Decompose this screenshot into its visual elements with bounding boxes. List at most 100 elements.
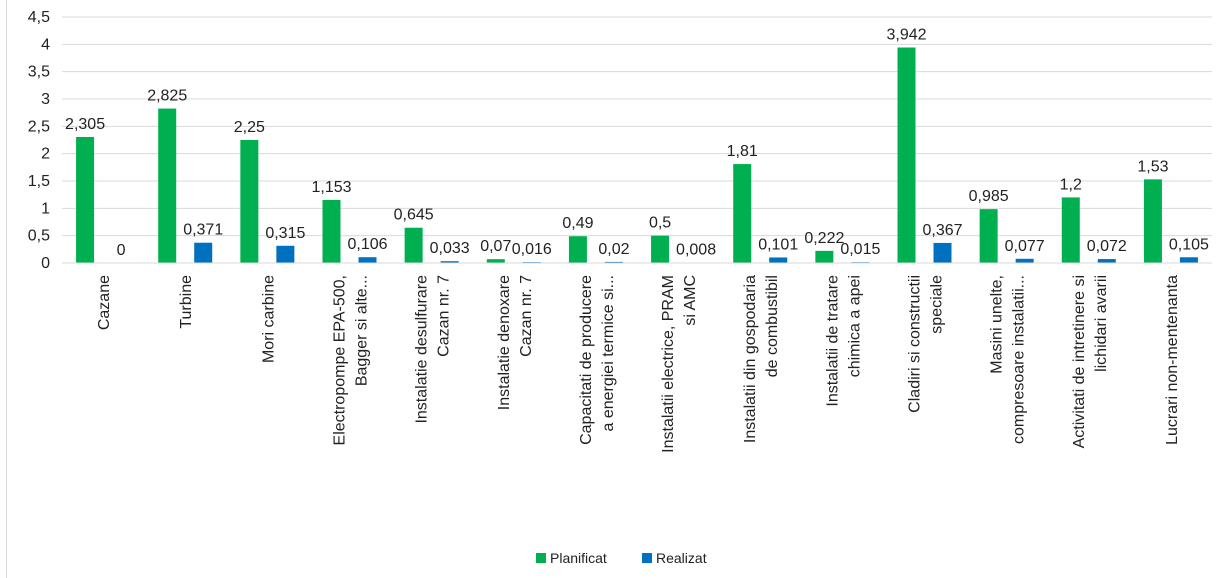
bar-planificat xyxy=(240,140,259,263)
bar-planificat xyxy=(979,209,998,263)
bars xyxy=(76,47,1198,264)
data-label: 0,645 xyxy=(394,207,434,224)
y-tick-label: 3 xyxy=(41,91,50,108)
category-label-line: chimica a apei xyxy=(846,275,863,377)
y-tick-label: 2 xyxy=(41,146,50,163)
bar-realizat xyxy=(933,242,952,263)
data-label: 0,101 xyxy=(758,236,798,253)
category-label-line: Cladiri si constructii xyxy=(907,275,924,413)
bar-planificat xyxy=(322,199,341,263)
category-label: Electropompe EPA-500, Bagger si alte... xyxy=(332,275,371,445)
category-label: Instalatii din gospodaria de combustibil xyxy=(742,275,781,443)
bar-planificat xyxy=(568,236,587,263)
data-label: 0,008 xyxy=(676,242,716,259)
y-tick-label: 1 xyxy=(41,200,50,217)
legend-label: Realizat xyxy=(656,550,707,566)
category-label-line: si AMC xyxy=(682,275,699,326)
bar-planificat xyxy=(733,164,752,263)
bar-planificat xyxy=(76,136,95,263)
category-label-line: Lucrari non-mentenanta xyxy=(1164,275,1181,445)
data-label: 2,305 xyxy=(65,116,105,133)
y-tick-label: 1,5 xyxy=(28,173,50,190)
y-tick-label: 4 xyxy=(41,36,50,53)
category-label: Activitati de intretinere si lichidari av… xyxy=(1071,275,1110,448)
data-labels: 2,305 2,825 2,25 1,153 0,645 0,07 0,49 0,5 1,81 0… xyxy=(65,27,1209,259)
category-label: Cazane xyxy=(96,275,113,330)
category-label-line: Electropompe EPA-500, xyxy=(332,275,349,445)
bar-realizat xyxy=(1097,259,1116,263)
category-label: Cladiri si constructii speciale xyxy=(907,275,946,413)
bar-planificat xyxy=(897,47,916,264)
data-label: 2,25 xyxy=(234,119,265,136)
bar-realizat xyxy=(1015,258,1034,263)
data-label: 0,016 xyxy=(512,241,552,258)
data-label: 0,367 xyxy=(922,222,962,239)
data-label: 0,015 xyxy=(840,241,880,258)
data-label: 0,222 xyxy=(804,230,844,247)
data-label: 0,985 xyxy=(969,188,1009,205)
category-label-line: Capacitati de producere xyxy=(578,275,595,445)
data-label: 0 xyxy=(117,242,126,259)
category-label-line: Masini unelte, xyxy=(989,275,1006,374)
bar-realizat xyxy=(358,257,377,263)
y-tick-label: 2,5 xyxy=(28,118,50,135)
category-label-line: speciale xyxy=(929,275,946,334)
data-label: 0,02 xyxy=(598,241,629,258)
category-label-line: Instalatie denoxare xyxy=(496,275,513,410)
bar-realizat xyxy=(769,257,788,263)
category-label-line: a energiei termice si... xyxy=(600,275,617,432)
bar-realizat xyxy=(276,245,295,263)
data-label: 2,825 xyxy=(147,88,187,105)
category-label: Instalatie denoxare Cazan nr. 7 xyxy=(496,275,535,410)
category-label-line: Instalatii din gospodaria xyxy=(742,275,759,443)
legend-swatch-planificat xyxy=(536,553,546,563)
category-label-line: de combustibil xyxy=(764,275,781,377)
bar-planificat xyxy=(1143,179,1162,263)
legend-swatch-realizat xyxy=(642,553,652,563)
category-label-line: compresoare instalatii... xyxy=(1011,275,1028,444)
category-label-line: Instalatii de tratare xyxy=(824,275,841,407)
category-label: Instalatii electrice, PRAM si AMC xyxy=(660,275,699,453)
category-label: Mori carbine xyxy=(260,275,277,363)
y-tick-label: 0,5 xyxy=(28,228,50,245)
category-label-line: Turbine xyxy=(178,275,195,329)
y-axis: 0 0,5 1 1,5 2 2,5 3 3,5 4 4,5 xyxy=(28,9,50,272)
category-label: Turbine xyxy=(178,275,195,329)
bar-planificat xyxy=(815,250,834,263)
category-label-line: Cazane xyxy=(96,275,113,330)
category-label-line: Instalatii electrice, PRAM xyxy=(660,275,677,453)
data-label: 0,5 xyxy=(649,215,671,232)
legend-label: Planificat xyxy=(550,550,607,566)
data-label: 0,07 xyxy=(480,238,511,255)
data-label: 0,072 xyxy=(1087,238,1127,255)
category-label: Instalatii de tratare chimica a apei xyxy=(824,275,863,407)
data-label: 1,53 xyxy=(1137,158,1168,175)
gridlines xyxy=(62,16,1212,264)
bar-realizat xyxy=(1179,257,1198,263)
category-label: Masini unelte, compresoare instalatii... xyxy=(989,275,1028,444)
x-axis: Cazane Turbine Mori carbine Electropompe EP… xyxy=(62,262,1212,453)
category-label: Instalatie desulfurare Cazan nr. 7 xyxy=(414,275,453,424)
category-label-line: Bagger si alte... xyxy=(354,275,371,386)
category-label-line: Mori carbine xyxy=(260,275,277,363)
category-label-line: Instalatie desulfurare xyxy=(414,275,431,424)
y-tick-label: 0 xyxy=(41,255,50,272)
bar-planificat xyxy=(404,227,423,263)
data-label: 0,033 xyxy=(430,240,470,257)
data-label: 1,153 xyxy=(311,179,351,196)
bar-planificat xyxy=(158,108,177,263)
category-label: Lucrari non-mentenanta xyxy=(1164,275,1181,445)
data-label: 0,315 xyxy=(265,225,305,242)
category-label-line: lichidari avarii xyxy=(1093,275,1110,372)
category-label: Capacitati de producere a energiei termic… xyxy=(578,275,617,445)
data-label: 0,105 xyxy=(1169,236,1209,253)
data-label: 0,077 xyxy=(1005,238,1045,255)
legend: Planificat Realizat xyxy=(536,550,707,566)
data-label: 3,942 xyxy=(886,27,926,44)
data-label: 0,49 xyxy=(562,215,593,232)
data-label: 1,81 xyxy=(727,143,758,160)
bar-realizat xyxy=(604,261,623,263)
data-label: 1,2 xyxy=(1060,176,1082,193)
bar-planificat xyxy=(486,259,505,263)
